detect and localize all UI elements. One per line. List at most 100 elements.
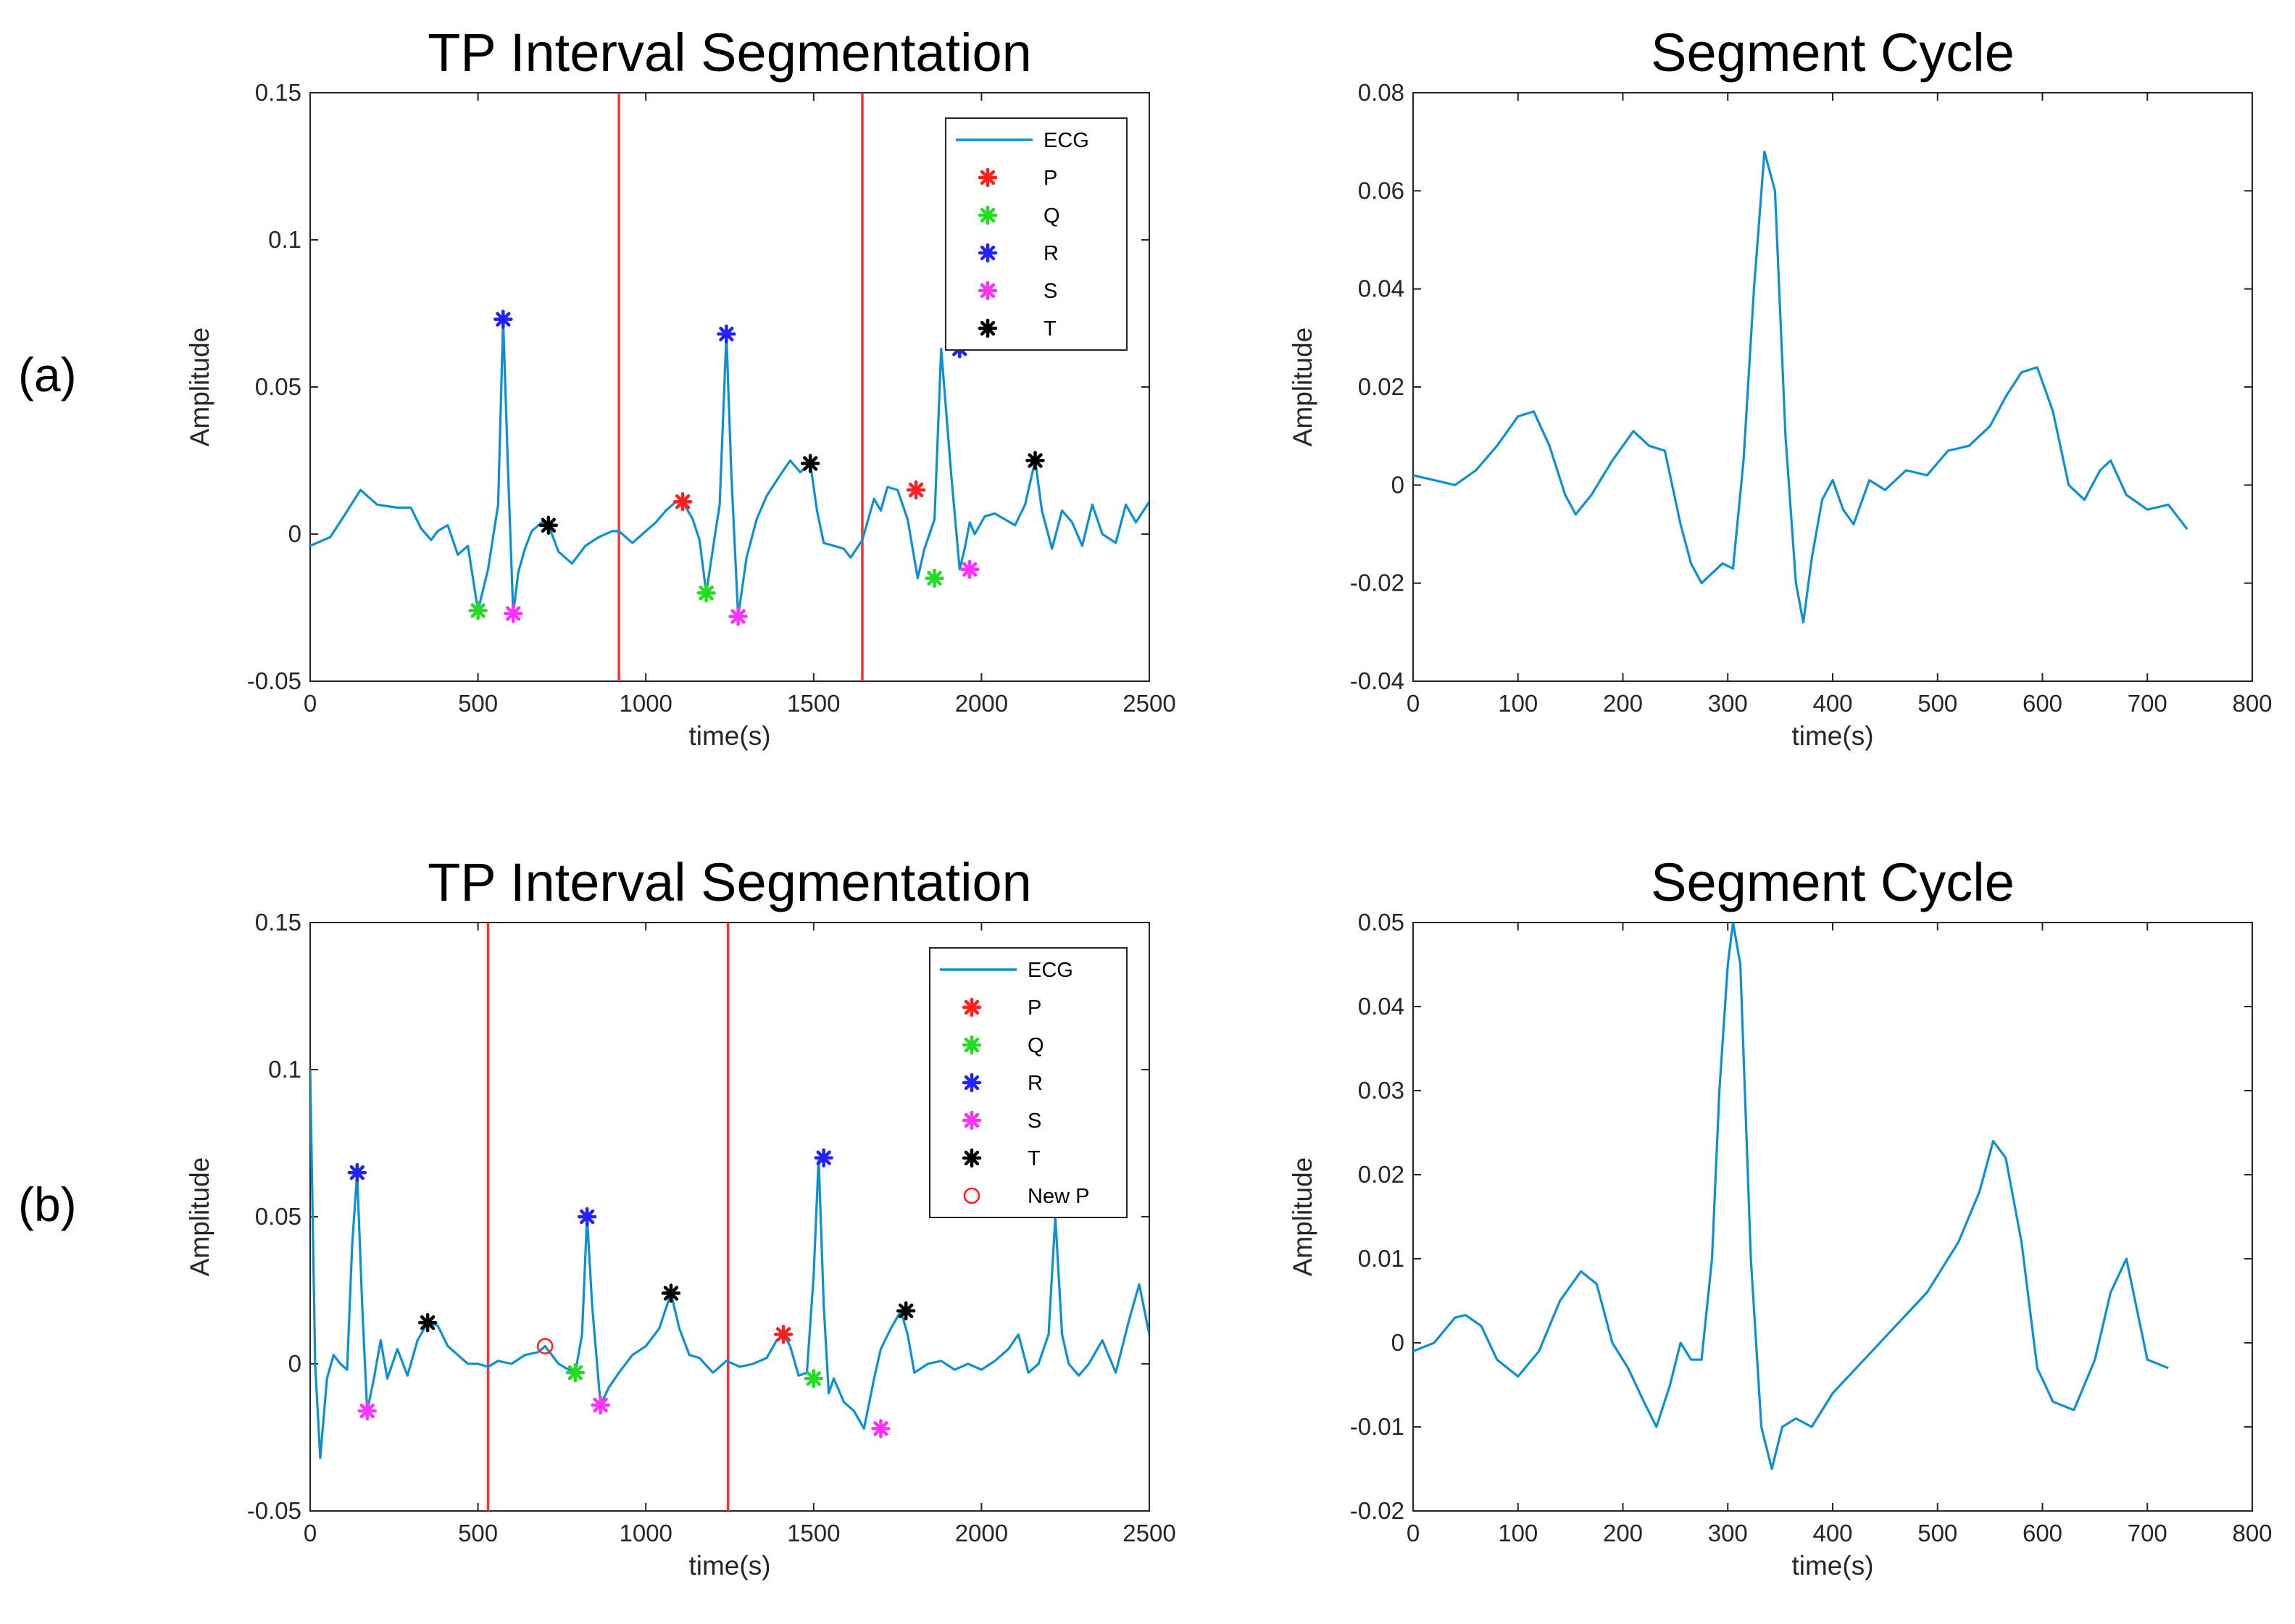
chart-0-marker-r <box>493 309 513 329</box>
chart-3-xtick-label: 500 <box>1917 1520 1957 1546</box>
chart-2-ytick-label: 0.1 <box>268 1056 301 1083</box>
chart-3-xtick-label: 800 <box>2232 1520 2272 1546</box>
chart-0-ytick-label: 0 <box>288 520 301 547</box>
chart-segment-cycle-a: 0 100 200 300 400 500 600 700 800 -0.04 -0.02 0 0.02… <box>1288 22 2273 751</box>
chart-2-xtick-label: 2500 <box>1122 1520 1175 1546</box>
chart-2-legend-item-p: P <box>962 996 1041 1020</box>
chart-3-title: Segment Cycle <box>1651 852 2015 912</box>
chart-0-xtick-label: 2500 <box>1122 690 1175 717</box>
chart-0-marker-q <box>468 601 488 620</box>
chart-3-xtick-label: 200 <box>1603 1520 1643 1546</box>
chart-2-legend-label-p: P <box>1028 996 1041 1020</box>
chart-2-marker-q <box>565 1362 586 1383</box>
chart-1-axes-frame <box>1412 92 2253 682</box>
chart-2-legend-marker-p <box>962 997 982 1017</box>
chart-segment-cycle-b: 0 100 200 300 400 500 600 700 800 -0.02 -0.01 0 0.01… <box>1288 852 2273 1581</box>
chart-2-legend-marker-s <box>962 1110 982 1130</box>
chart-0-legend-item-r: R <box>978 242 1059 265</box>
chart-0-legend-item-p: P <box>978 167 1057 190</box>
chart-3-xtick-label: 0 <box>1407 1520 1420 1546</box>
chart-2-xlabel: time(s) <box>688 1551 770 1581</box>
chart-2-marker-t <box>417 1312 438 1333</box>
chart-2-xtick-label: 1500 <box>787 1520 840 1546</box>
chart-2-marker-r <box>347 1162 367 1183</box>
chart-2-xtick-label: 500 <box>458 1520 498 1546</box>
chart-2-legend-item-t: T <box>962 1147 1041 1170</box>
chart-0-ylabel: Amplitude <box>185 328 214 447</box>
chart-0-marker-s <box>728 607 748 626</box>
chart-2-legend-item-q: Q <box>962 1034 1044 1057</box>
chart-3-ytick-label: 0.04 <box>1358 993 1404 1020</box>
chart-2-legend-label-r: R <box>1028 1072 1043 1095</box>
chart-3-xtick-label: 100 <box>1498 1520 1538 1546</box>
chart-0-ytick-label: -0.05 <box>247 667 301 694</box>
chart-0-xtick-label: 0 <box>304 690 317 717</box>
chart-1-xtick-label: 500 <box>1917 690 1957 717</box>
chart-2-ylabel: Amplitude <box>185 1157 214 1277</box>
chart-0-legend-marker-r <box>978 243 998 263</box>
chart-3-ytick-label: 0.02 <box>1358 1161 1404 1188</box>
chart-0-legend-label-p: P <box>1044 167 1057 190</box>
chart-3-axes-frame <box>1412 922 2253 1512</box>
chart-2-marker-p <box>773 1325 794 1344</box>
chart-1-ytick-label: 0.04 <box>1358 275 1404 302</box>
chart-0-legend-marker-q <box>978 205 998 225</box>
chart-3-xtick-label: 300 <box>1708 1520 1748 1546</box>
chart-1-xtick-label: 700 <box>2128 690 2167 717</box>
chart-2-legend-label-q: Q <box>1028 1034 1044 1057</box>
panel-label-b: (b) <box>18 1178 77 1231</box>
chart-2-legend-item-s: S <box>962 1109 1041 1133</box>
chart-2-ytick-label: 0 <box>288 1350 301 1377</box>
chart-2-legend-marker-new-p <box>963 1187 980 1204</box>
chart-1-ytick-label: 0 <box>1391 471 1404 498</box>
chart-1-title: Segment Cycle <box>1651 22 2015 83</box>
chart-0-xtick-label: 500 <box>458 690 498 717</box>
chart-0-marker-t <box>538 515 559 536</box>
chart-1-ecg-line <box>1413 150 2188 624</box>
chart-2-xtick-label: 0 <box>304 1520 317 1546</box>
panel-label-a: (a) <box>18 348 77 401</box>
chart-2-marker-s <box>871 1419 891 1438</box>
chart-0-legend-label-t: T <box>1044 317 1057 341</box>
chart-2-legend-label-s: S <box>1028 1109 1041 1133</box>
chart-2-legend-marker-t <box>962 1148 982 1168</box>
chart-3-ytick-label: -0.02 <box>1350 1497 1404 1524</box>
chart-1-xtick-label: 0 <box>1407 690 1420 717</box>
chart-0-legend-item-q: Q <box>978 204 1060 228</box>
chart-0-legend-label-r: R <box>1044 242 1059 265</box>
chart-0-marker-s <box>503 604 523 623</box>
chart-0-marker-r <box>717 324 736 344</box>
chart-0-xtick-label: 1500 <box>787 690 840 717</box>
chart-0-ecg-line <box>310 318 1149 618</box>
chart-2-legend-item-new-p: New P <box>963 1185 1089 1208</box>
chart-3-ecg-line <box>1413 923 2169 1470</box>
chart-3-xtick-label: 700 <box>2128 1520 2167 1546</box>
chart-tp-segmentation-a: 0 500 1000 1500 2000 2500-0.0500.050.10.15TP … <box>185 22 1176 751</box>
chart-2-marker-r <box>814 1148 833 1168</box>
chart-2-marker-q <box>804 1369 824 1388</box>
chart-1-ytick-label: 0.08 <box>1358 79 1404 106</box>
chart-0-xtick-label: 2000 <box>955 690 1008 717</box>
chart-2-marker-t <box>896 1301 916 1321</box>
chart-0-title: TP Interval Segmentation <box>428 22 1032 83</box>
chart-0-legend-marker-p <box>978 167 998 188</box>
chart-0-legend-label-ecg: ECG <box>1044 129 1089 152</box>
chart-0-ytick-label: 0.05 <box>255 373 301 400</box>
chart-0-legend-marker-t <box>978 318 998 338</box>
chart-2-legend-label-new-p: New P <box>1028 1185 1089 1208</box>
chart-0-marker-t <box>1025 451 1045 470</box>
chart-1-ytick-label: 0.06 <box>1358 177 1404 204</box>
chart-1-ytick-label: -0.02 <box>1350 570 1404 596</box>
chart-3-ytick-label: 0 <box>1391 1329 1404 1356</box>
chart-2-marker-s <box>591 1395 610 1415</box>
chart-0-legend-item-ecg: ECG <box>956 129 1089 152</box>
chart-2-title: TP Interval Segmentation <box>428 852 1032 912</box>
chart-2-legend-item-ecg: ECG <box>940 959 1073 982</box>
chart-2-marker-t <box>661 1283 681 1303</box>
chart-0-xlabel: time(s) <box>688 721 770 751</box>
chart-0-marker-q <box>925 568 944 588</box>
chart-0-ytick-label: 0.15 <box>255 79 301 106</box>
